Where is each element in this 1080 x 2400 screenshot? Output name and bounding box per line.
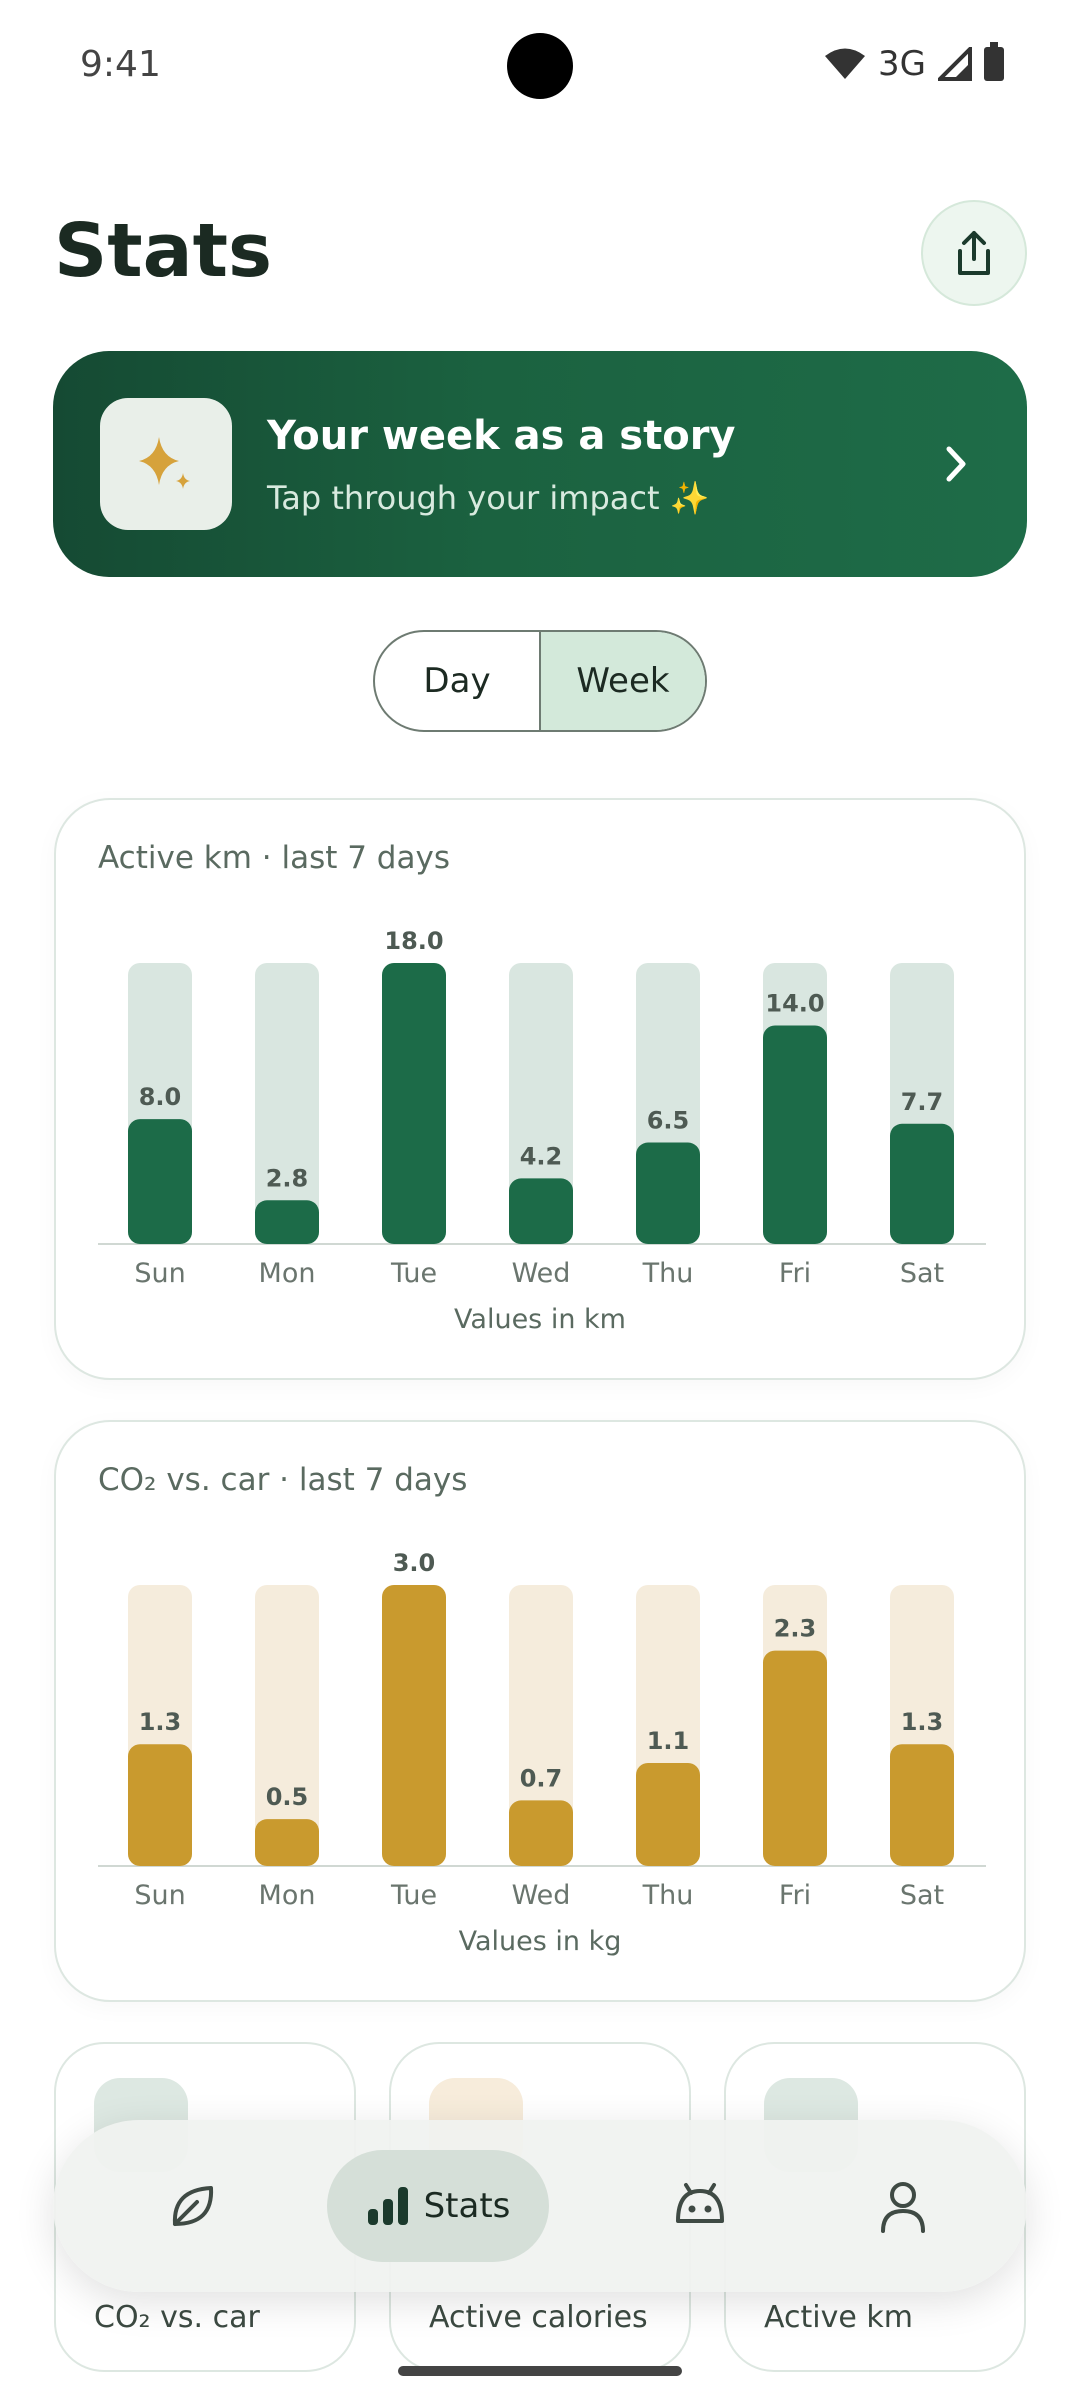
x-tick-label: Mon — [259, 1880, 316, 1911]
story-banner[interactable]: Your week as a story Tap through your im… — [53, 351, 1027, 577]
signal-icon — [938, 47, 972, 81]
bar-sun — [128, 1744, 192, 1866]
status-time: 9:41 — [80, 44, 161, 85]
bar-track — [255, 963, 319, 1244]
bar-value-label: 1.3 — [901, 1708, 944, 1736]
bar-fri — [763, 1025, 827, 1244]
bar-chart-icon — [367, 2187, 408, 2225]
nav-item-home[interactable] — [143, 2150, 243, 2262]
bar-value-label: 4.2 — [520, 1142, 563, 1170]
co2-chart-card: CO₂ vs. car · last 7 days 1.3 Sun 0.5 Mon 3.… — [54, 1420, 1026, 2002]
tile-label: Active calories — [429, 2300, 648, 2335]
bar-mon — [255, 1819, 319, 1866]
bar-value-label: 0.7 — [520, 1764, 563, 1792]
bar-value-label: 1.1 — [647, 1727, 690, 1755]
page-title: Stats — [54, 208, 273, 294]
bar-value-label: 18.0 — [384, 927, 443, 955]
bar-value-label: 2.3 — [774, 1615, 817, 1643]
x-tick-label: Sat — [900, 1258, 944, 1289]
bar-wed — [509, 1178, 573, 1244]
bar-thu — [636, 1142, 700, 1244]
wifi-icon — [825, 48, 866, 79]
leaf-icon — [172, 2186, 214, 2226]
co2-chart: 1.3 Sun 0.5 Mon 3.0 Tue 0.7 Wed 1.1 Thu 2.3 Fri 1.3 S… — [98, 1549, 986, 1911]
x-tick-label: Mon — [259, 1258, 316, 1289]
range-option-week[interactable]: Week — [539, 632, 705, 730]
x-tick-label: Tue — [390, 1880, 437, 1911]
chart-footer: Values in km — [454, 1304, 626, 1335]
x-tick-label: Sat — [900, 1880, 944, 1911]
bar-value-label: 3.0 — [393, 1549, 436, 1577]
share-button[interactable] — [921, 200, 1027, 306]
camera-cutout — [507, 33, 573, 99]
bar-tue — [382, 963, 446, 1244]
x-tick-label: Wed — [512, 1880, 571, 1911]
chart-title: CO₂ vs. car · last 7 days — [98, 1462, 468, 1498]
bar-fri — [763, 1650, 827, 1866]
sparkle-icon-box — [100, 398, 232, 530]
bar-track — [255, 1585, 319, 1866]
bar-tue — [382, 1585, 446, 1866]
range-option-day[interactable]: Day — [423, 661, 491, 701]
bar-track — [509, 1585, 573, 1866]
x-tick-label: Sun — [134, 1880, 185, 1911]
bar-track — [509, 963, 573, 1244]
share-icon — [958, 231, 990, 275]
chart-footer: Values in kg — [458, 1926, 622, 1957]
x-tick-label: Thu — [642, 1880, 694, 1911]
chart-title: Active km · last 7 days — [98, 840, 450, 876]
bar-thu — [636, 1762, 700, 1866]
gesture-handle — [398, 2366, 682, 2376]
tile-label: CO₂ vs. car — [94, 2300, 260, 2335]
active-km-chart: 8.0 Sun 2.8 Mon 18.0 Tue 4.2 Wed 6.5 Thu 14.0 Fri 7.… — [98, 927, 986, 1289]
nav-item-label: Stats — [423, 2186, 511, 2226]
status-bar: 9:41 3G — [0, 0, 1080, 130]
status-icons: 3G — [824, 42, 1004, 84]
person-icon — [881, 2182, 925, 2233]
bar-value-label: 14.0 — [765, 989, 824, 1017]
bar-wed — [509, 1800, 573, 1866]
bar-value-label: 6.5 — [647, 1107, 690, 1135]
range-toggle: Day Week — [373, 630, 707, 732]
bar-sat — [890, 1123, 954, 1244]
x-tick-label: Sun — [134, 1258, 185, 1289]
x-tick-label: Tue — [390, 1258, 437, 1289]
bar-value-label: 7.7 — [901, 1088, 944, 1116]
x-tick-label: Fri — [779, 1258, 811, 1289]
chevron-right-icon — [946, 446, 966, 482]
x-tick-label: Wed — [512, 1258, 571, 1289]
bar-value-label: 1.3 — [139, 1708, 182, 1736]
bar-value-label: 8.0 — [139, 1083, 182, 1111]
nav-item-stats[interactable]: Stats — [327, 2150, 549, 2262]
bottom-navigation: Stats — [53, 2120, 1027, 2292]
bar-sat — [890, 1744, 954, 1866]
bar-value-label: 0.5 — [266, 1783, 309, 1811]
network-type: 3G — [878, 44, 926, 84]
nav-item-profile[interactable] — [853, 2150, 953, 2262]
x-tick-label: Thu — [642, 1258, 694, 1289]
robot-icon — [676, 2183, 724, 2223]
battery-icon — [984, 42, 1004, 81]
tile-label: Active km — [764, 2300, 913, 2335]
story-title: Your week as a story — [267, 413, 736, 459]
sparkle-icon — [139, 437, 190, 489]
story-subtitle: Tap through your impact ✨ — [267, 479, 710, 517]
bar-mon — [255, 1200, 319, 1244]
bar-value-label: 2.8 — [266, 1164, 309, 1192]
nav-item-assistant[interactable] — [650, 2150, 750, 2262]
x-tick-label: Fri — [779, 1880, 811, 1911]
active-km-chart-card: Active km · last 7 days 8.0 Sun 2.8 Mon 18.0… — [54, 798, 1026, 1380]
bar-sun — [128, 1119, 192, 1244]
